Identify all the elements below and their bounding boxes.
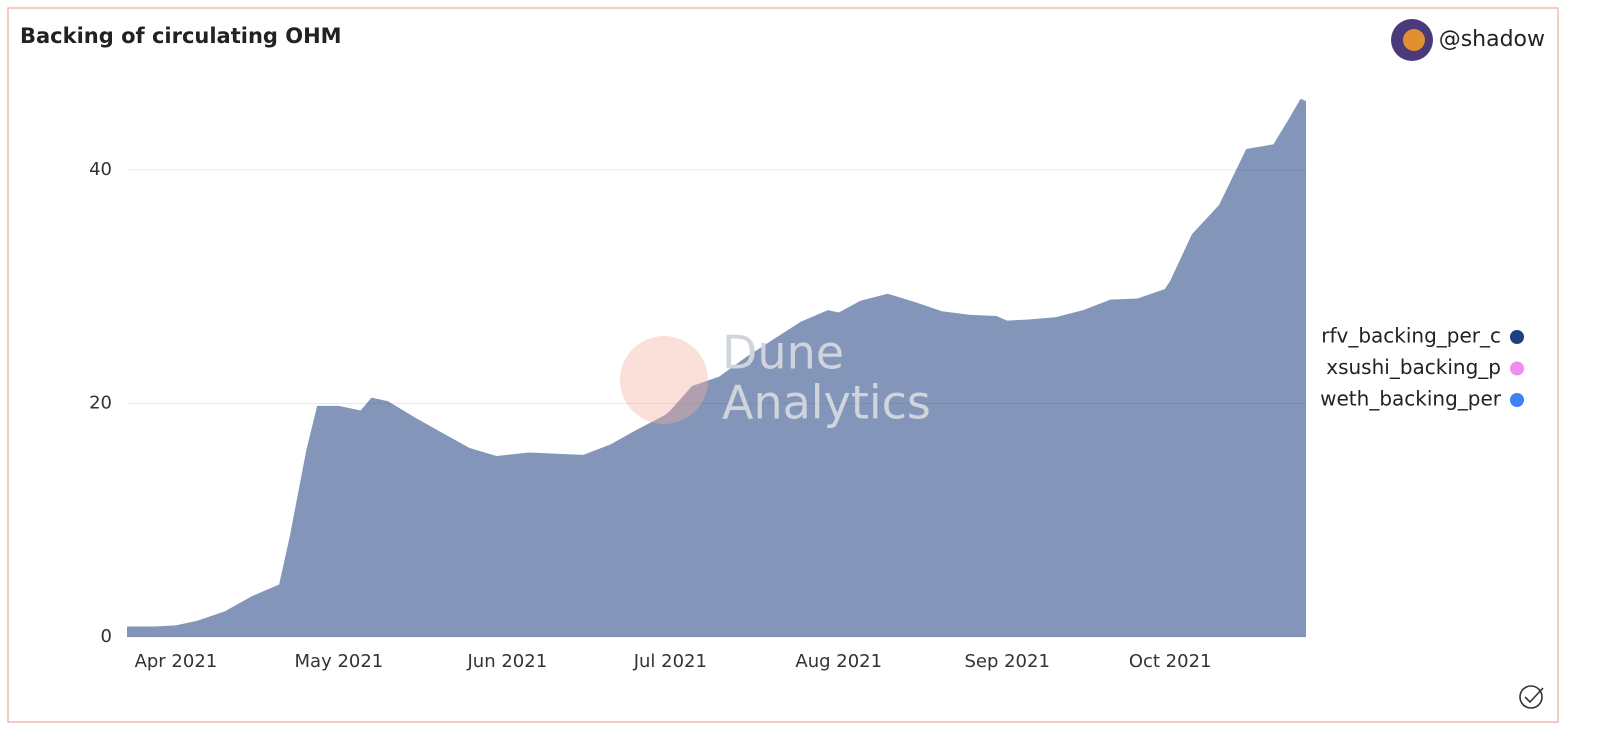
watermark-logo [620,336,708,424]
legend-swatch [1510,393,1524,407]
legend-label: xsushi_backing_p [1326,355,1501,379]
legend-label: weth_backing_per [1320,387,1502,411]
x-tick-label: Jul 2021 [633,651,707,672]
check-mark [1524,687,1544,704]
area [127,98,1306,638]
y-tick-label: 20 [89,393,112,414]
x-tick-label: Apr 2021 [135,651,218,672]
legend-swatch [1510,330,1524,344]
x-tick-label: May 2021 [295,651,384,672]
y-tick-label: 0 [101,626,112,647]
x-tick-label: Oct 2021 [1129,651,1212,672]
legend-label: rfv_backing_per_c [1321,324,1501,348]
author[interactable]: @shadow [1439,27,1545,52]
plot: 0 20 40 Apr 2021 May 2021 Jun 2021 Jul 2021 Aug… [89,98,1524,672]
watermark-text: Dune [722,326,844,380]
x-tick-label: Aug 2021 [795,651,882,672]
y-tick-label: 40 [89,159,112,180]
watermark-text: Analytics [722,376,931,430]
check-icon[interactable] [1519,685,1544,709]
chart-title: Backing of circulating OHM [20,24,342,48]
check-circle [1519,685,1543,709]
avatar-face [1403,29,1425,51]
watermark: Dune Analytics [620,326,931,430]
x-tick-label: Jun 2021 [466,651,547,672]
x-tick-label: Sep 2021 [964,651,1049,672]
legend-swatch [1510,361,1524,376]
